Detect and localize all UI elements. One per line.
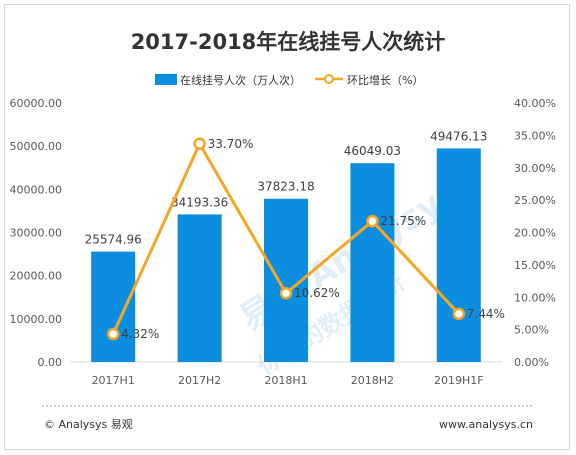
chart-frame [4, 4, 570, 450]
x-tick-label: 2017H1 [92, 374, 135, 387]
left-tick-label: 20000.00 [10, 270, 63, 283]
line-labels: 4.32% 33.70% 10.62% 21.75% 7.44% [121, 137, 505, 341]
left-tick-label: 40000.00 [10, 183, 63, 196]
right-tick-label: 5.00% [514, 324, 549, 337]
line-point [452, 307, 466, 321]
x-axis: 2017H1 2017H2 2018H1 2018H2 2019H1F [92, 374, 484, 387]
right-tick-label: 15.00% [514, 259, 556, 272]
line-point [366, 214, 379, 228]
left-tick-label: 10000.00 [10, 313, 63, 326]
x-tick-label: 2018H1 [264, 374, 307, 387]
legend-bar-swatch [155, 74, 177, 85]
legend-line-marker [324, 74, 334, 84]
right-tick-label: 10.00% [514, 291, 556, 304]
right-tick-label: 35.00% [514, 129, 556, 142]
bar-value-label: 46049.03 [344, 144, 401, 158]
footer-website: www.analysys.cn [439, 418, 533, 431]
bar [177, 214, 222, 362]
bar [436, 148, 481, 362]
right-tick-label: 40.00% [514, 97, 556, 110]
legend-line-label: 环比增长（%） [347, 73, 423, 87]
bar-value-label: 49476.13 [430, 129, 487, 143]
left-tick-label: 50000.00 [10, 140, 63, 153]
bar-value-label: 37823.18 [257, 180, 314, 194]
line-point [279, 286, 293, 300]
line-point [106, 327, 120, 341]
right-tick-label: 25.00% [514, 194, 556, 207]
bar-labels: 25574.96 34193.36 37823.18 46049.03 49476.13 [85, 129, 488, 246]
line-value-label: 10.62% [294, 286, 340, 300]
x-tick-label: 2018H2 [351, 374, 394, 387]
line-value-label: 4.32% [121, 327, 159, 341]
left-tick-label: 30000.00 [10, 227, 63, 240]
right-tick-label: 30.00% [514, 162, 556, 175]
bar [350, 163, 395, 362]
line-point [193, 137, 206, 151]
legend: 在线挂号人次（万人次） 环比增长（%） [155, 73, 423, 87]
bar [91, 251, 136, 362]
right-tick-label: 0.00% [514, 356, 549, 369]
bar-series [91, 148, 481, 362]
left-axis: 0.00 10000.00 20000.00 30000.00 40000.00 5000… [10, 97, 63, 369]
line-value-label: 7.44% [467, 307, 505, 321]
x-tick-label: 2017H2 [178, 374, 221, 387]
line-value-label: 33.70% [208, 137, 254, 151]
chart-title: 2017-2018年在线挂号人次统计 [131, 30, 446, 54]
bar-value-label: 25574.96 [85, 233, 142, 247]
line-value-label: 21.75% [380, 214, 426, 228]
right-axis: 0.00% 5.00% 10.00% 15.00% 20.00% 25.00% 30.00%… [514, 97, 556, 369]
line-series [106, 137, 466, 341]
left-tick-label: 60000.00 [10, 97, 63, 110]
legend-bar-label: 在线挂号人次（万人次） [180, 73, 301, 87]
right-tick-label: 20.00% [514, 227, 556, 240]
x-tick-label: 2019H1F [434, 374, 484, 387]
bar-value-label: 34193.36 [171, 195, 228, 209]
left-tick-label: 0.00 [38, 356, 63, 369]
footer-source: © Analysys 易观 [44, 418, 133, 431]
